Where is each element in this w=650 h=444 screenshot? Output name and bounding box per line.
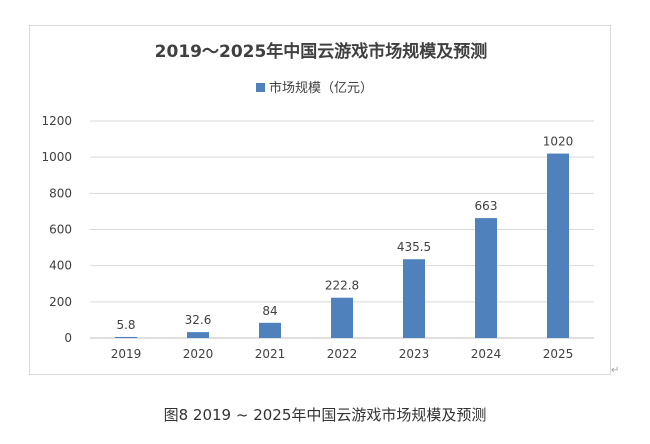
x-tick-label-2024: 2024 (471, 347, 502, 361)
data-label-2019: 5.8 (116, 318, 135, 332)
bar-2020 (187, 332, 209, 338)
x-tick-label-2023: 2023 (399, 347, 430, 361)
x-tick-label-2019: 2019 (111, 347, 142, 361)
bar-2023 (403, 259, 425, 338)
bar-chart: 2019～2025年中国云游戏市场规模及预测 市场规模（亿元） 0 200 400 6… (41, 41, 594, 361)
data-label-2025: 1020 (543, 135, 574, 149)
data-label-2022: 222.8 (325, 279, 359, 293)
y-tick-label: 1000 (41, 150, 72, 164)
y-tick-label: 1200 (41, 114, 72, 128)
x-tick-label-2020: 2020 (183, 347, 214, 361)
data-label-2021: 84 (262, 304, 277, 318)
x-tick-label-2022: 2022 (327, 347, 358, 361)
legend-label: 市场规模（亿元） (269, 80, 373, 96)
data-label-2020: 32.6 (185, 313, 212, 327)
return-mark-icon: ↵ (611, 365, 620, 376)
bar-2022 (331, 297, 353, 338)
y-tick-label: 400 (49, 259, 72, 273)
y-tick-label: 600 (49, 223, 72, 237)
bar-2024 (475, 218, 497, 338)
data-label-2023: 435.5 (397, 240, 431, 254)
data-label-2024: 663 (475, 199, 498, 213)
y-tick-label: 0 (64, 331, 72, 345)
x-tick-label-2025: 2025 (543, 347, 574, 361)
chart-frame: 2019～2025年中国云游戏市场规模及预测 市场规模（亿元） 0 200 400 6… (29, 25, 611, 375)
figure-caption: 图8 2019 ~ 2025年中国云游戏市场规模及预测 (163, 406, 487, 424)
y-tick-label: 800 (49, 186, 72, 200)
bar-2021 (259, 322, 281, 338)
x-tick-label-2021: 2021 (255, 347, 286, 361)
bar-2019 (115, 336, 137, 338)
y-tick-label: 200 (49, 295, 72, 309)
bar-2025 (547, 153, 569, 338)
chart-title: 2019～2025年中国云游戏市场规模及预测 (155, 41, 488, 62)
legend-swatch (256, 83, 265, 92)
